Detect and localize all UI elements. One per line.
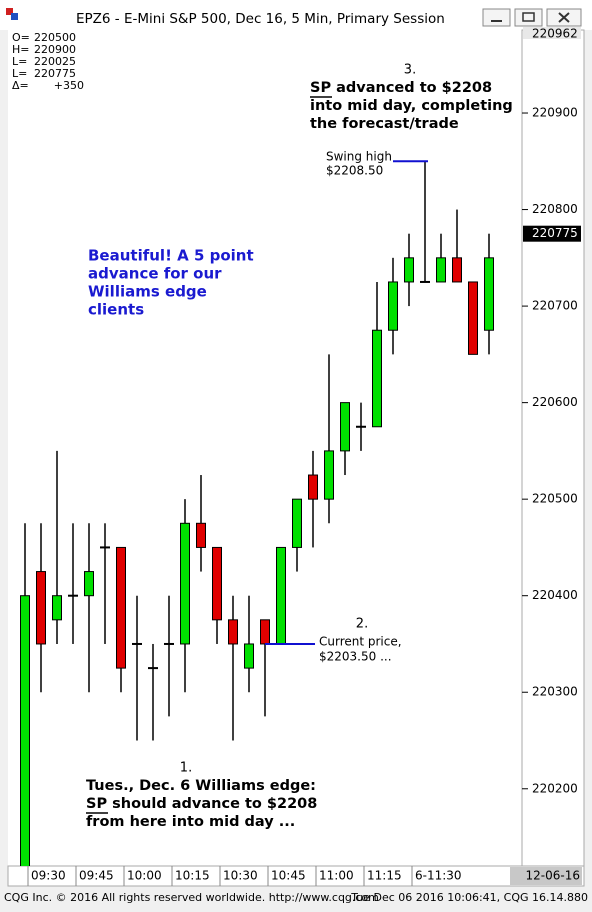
annotation-number: 3. [404, 63, 416, 78]
price-axis [521, 29, 585, 867]
candle-body [484, 257, 494, 331]
annotation-text: $2208.50 [326, 164, 383, 178]
annotation-number: 2. [356, 617, 368, 632]
x-tick-label: 6-11:30 [415, 869, 462, 883]
x-tick-label: 09:45 [79, 869, 114, 883]
last-price-box [523, 225, 581, 242]
x-tick-label: 10:45 [271, 869, 306, 883]
x-tick-label: 11:00 [319, 869, 354, 883]
candle-body [180, 522, 190, 645]
annotation-text: Current price, [319, 635, 402, 649]
candle-body [212, 546, 222, 621]
y-tick-label: 220200 [532, 781, 578, 795]
x-tick-label: 11:15 [367, 869, 402, 883]
y-tick-label: 220600 [532, 395, 578, 409]
candle-body [20, 595, 30, 866]
last-price-label: 220775 [532, 226, 578, 240]
candle-body [292, 498, 302, 548]
header-label: L= [12, 55, 27, 68]
x-tick-label: 09:30 [31, 869, 66, 883]
date-box [510, 867, 582, 885]
annotation-text: from here into mid day ... [86, 814, 295, 830]
candle-body [308, 474, 318, 500]
candles [20, 161, 494, 866]
header-value: 220900 [34, 43, 76, 56]
candle-body [260, 619, 270, 645]
annotation-text: advance for our [88, 265, 222, 283]
time-axis [7, 865, 585, 887]
header-label: H= [12, 43, 30, 56]
y-tick-label: 220900 [532, 106, 578, 120]
app-icon [6, 8, 13, 15]
footer-right: Tue Dec 06 2016 10:06:41, CQG 16.14.880 [350, 891, 588, 904]
candle-body [276, 546, 286, 645]
window-buttons [482, 8, 582, 27]
maximize-button[interactable] [514, 8, 543, 27]
header-label: L= [12, 67, 27, 80]
annotation-text: $2203.50 ... [319, 650, 392, 664]
candle-body [452, 257, 462, 283]
header-label: Δ= [12, 79, 29, 92]
annotation-text: Swing high [326, 150, 392, 164]
y-tick-label: 220800 [532, 202, 578, 216]
candle-body [436, 257, 446, 283]
candle-body [324, 450, 334, 500]
x-tick-label: 10:15 [175, 869, 210, 883]
plot-area [8, 30, 522, 866]
annotation-text: Williams edge [88, 283, 207, 301]
axis-top-label: 220962 [532, 27, 578, 41]
candle-body [340, 402, 350, 452]
candle-body [116, 546, 126, 669]
header-label: O= [12, 31, 30, 44]
candle-body [372, 329, 382, 428]
minimize-button[interactable] [482, 8, 511, 27]
app-icon [11, 13, 18, 20]
annotation-text: clients [88, 301, 144, 319]
candle-body [36, 571, 46, 645]
candle-body [244, 643, 254, 669]
annotation-text: Tues., Dec. 6 Williams edge: [86, 778, 316, 794]
y-tick-label: 220300 [532, 685, 578, 699]
x-tick-label: 10:00 [127, 869, 162, 883]
candle-body [196, 522, 206, 548]
header-value: 220775 [34, 67, 76, 80]
date-label: 12-06-16 [526, 869, 580, 883]
candle-body [468, 281, 478, 355]
y-tick-label: 220500 [532, 492, 578, 506]
axis-top-box [523, 27, 581, 39]
annotation-text: into mid day, completing [310, 98, 513, 114]
header-value: 220500 [34, 31, 76, 44]
candle-body [84, 571, 94, 597]
footer-left: CQG Inc. © 2016 All rights reserved worl… [4, 891, 379, 904]
window-title: EPZ6 - E-Mini S&P 500, Dec 16, 5 Min, Pr… [76, 11, 445, 27]
candle-body [388, 281, 398, 331]
candle-body [404, 257, 414, 283]
annotation-number: 1. [180, 761, 192, 776]
y-tick-label: 220400 [532, 588, 578, 602]
x-tick-label: 10:30 [223, 869, 258, 883]
header-value: 220025 [34, 55, 76, 68]
annotation-text: SP advanced to $2208 [310, 80, 492, 96]
y-tick-label: 220700 [532, 299, 578, 313]
candle-body [228, 619, 238, 645]
annotation-text: the forecast/trade [310, 116, 459, 132]
maximize-icon [522, 12, 535, 22]
annotation-text: SP should advance to $2208 [86, 796, 317, 812]
header-value: +350 [54, 79, 84, 92]
close-icon [558, 12, 570, 23]
annotation-text: Beautiful! A 5 point [88, 247, 254, 265]
candle-body [52, 595, 62, 621]
